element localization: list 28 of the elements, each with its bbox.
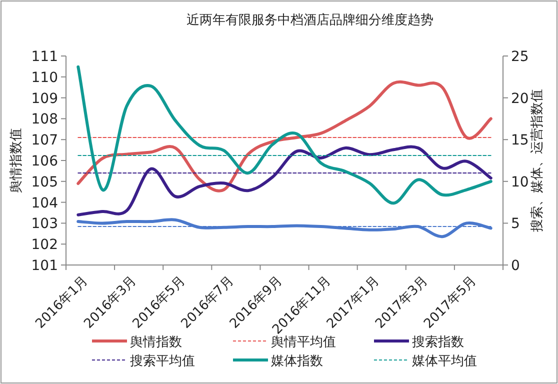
y2-tick-label: 15 xyxy=(511,132,529,149)
y-tick-label: 103 xyxy=(31,216,58,232)
legend-label: 媒体指数 xyxy=(271,354,323,369)
y-tick-label: 105 xyxy=(31,174,58,190)
y-tick-label: 101 xyxy=(31,258,58,274)
y2-tick-label: 20 xyxy=(511,90,529,107)
y-tick-label: 110 xyxy=(31,70,58,86)
legend-label: 搜索指数 xyxy=(412,335,464,350)
legend-label: 媒体平均值 xyxy=(412,354,477,369)
y-tick-label: 104 xyxy=(31,195,58,212)
line-series xyxy=(76,65,492,205)
y-tick-label: 109 xyxy=(31,90,58,107)
y-tick-label: 102 xyxy=(31,237,58,254)
y2-tick-label: 25 xyxy=(511,49,529,65)
y2-tick-label: 0 xyxy=(511,258,520,274)
y-axis-title: 舆情指数值 xyxy=(9,128,24,193)
y2-tick-label: 10 xyxy=(511,174,529,190)
legend-label: 舆情指数 xyxy=(130,335,182,350)
chart-title: 近两年有限服务中档酒店品牌细分维度趋势 xyxy=(186,12,434,28)
y-tick-label: 106 xyxy=(31,154,58,170)
y2-tick-label: 5 xyxy=(511,216,520,232)
y-tick-label: 108 xyxy=(31,112,58,128)
line-series xyxy=(76,145,492,216)
legend-label: 搜索平均值 xyxy=(130,354,195,369)
y2-axis-title: 搜索、媒体、运营指数值 xyxy=(530,89,545,232)
legend-label: 舆情平均值 xyxy=(271,335,336,350)
y-tick-label: 111 xyxy=(31,49,58,65)
y-tick-label: 107 xyxy=(31,132,58,149)
